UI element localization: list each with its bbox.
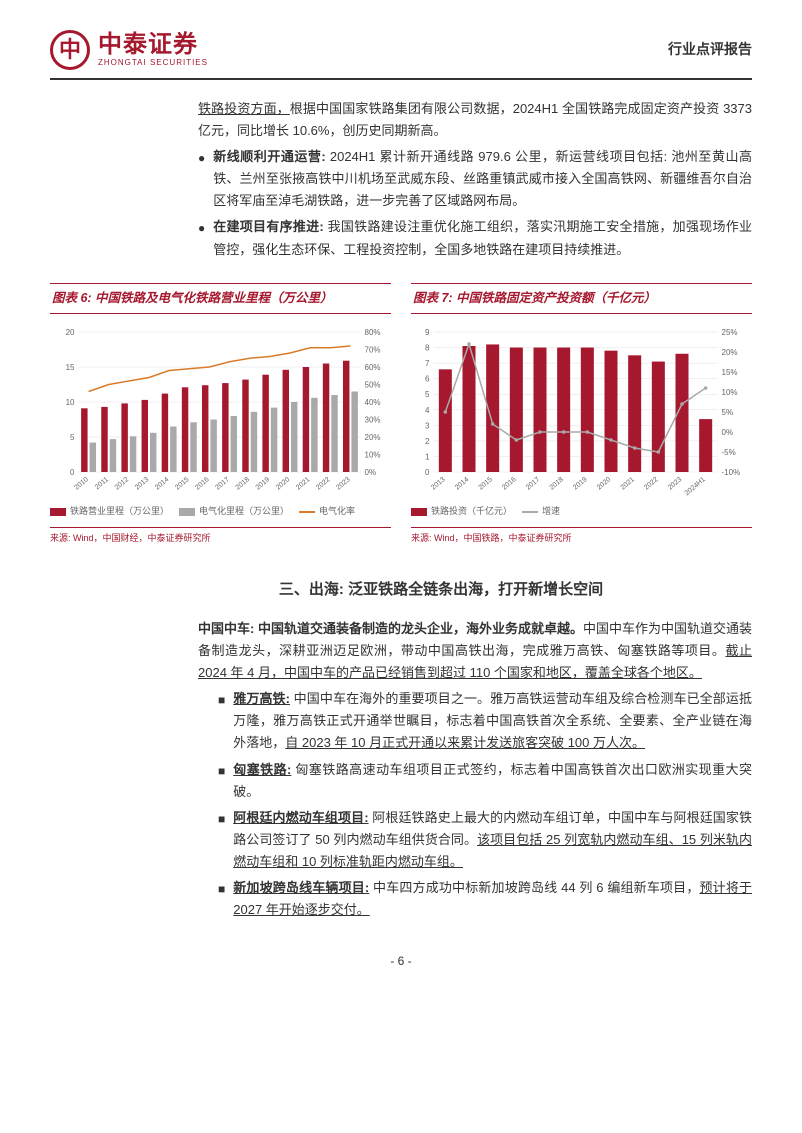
svg-text:2022: 2022 — [315, 476, 332, 491]
svg-text:2021: 2021 — [620, 476, 637, 491]
svg-text:2022: 2022 — [643, 476, 660, 491]
svg-text:2014: 2014 — [454, 476, 471, 491]
svg-text:5: 5 — [425, 390, 430, 399]
chart-7-svg: 0 1 2 3 4 5 6 7 8 9 -10% -5% 0% 5% 10% 15% 20% 25% 2013 201… — [411, 322, 752, 502]
svg-text:1: 1 — [425, 452, 430, 461]
svg-text:70%: 70% — [365, 345, 381, 354]
report-type: 行业点评报告 — [668, 38, 752, 62]
svg-text:20%: 20% — [722, 348, 738, 357]
svg-text:2021: 2021 — [295, 476, 312, 491]
svg-text:25%: 25% — [722, 328, 738, 337]
chart-7: 图表 7: 中国铁路固定资产投资额（千亿元） 0 1 2 3 4 5 6 7 8 9 -10% -5%… — [411, 283, 752, 547]
svg-text:2018: 2018 — [549, 476, 566, 491]
svg-text:2024H1: 2024H1 — [684, 476, 707, 497]
svg-text:30%: 30% — [365, 415, 381, 424]
chart-6-title: 图表 6: 中国铁路及电气化铁路营业里程（万公里） — [50, 283, 391, 314]
svg-text:2015: 2015 — [174, 476, 191, 491]
svg-text:10%: 10% — [365, 450, 381, 459]
svg-text:2019: 2019 — [255, 476, 272, 491]
svg-text:10: 10 — [66, 398, 75, 407]
svg-text:0: 0 — [425, 468, 430, 477]
svg-text:5%: 5% — [722, 408, 734, 417]
chart-7-source: 来源: Wind，中国铁路，中泰证券研究所 — [411, 527, 752, 546]
svg-text:80%: 80% — [365, 328, 381, 337]
svg-text:0%: 0% — [365, 468, 377, 477]
svg-text:3: 3 — [425, 421, 430, 430]
chart-6: 图表 6: 中国铁路及电气化铁路营业里程（万公里） 0 5 10 15 20 0% 10% 2… — [50, 283, 391, 547]
svg-text:15: 15 — [66, 363, 75, 372]
svg-text:20: 20 — [66, 328, 75, 337]
svg-text:50%: 50% — [365, 380, 381, 389]
svg-text:9: 9 — [425, 328, 430, 337]
svg-text:2017: 2017 — [525, 476, 542, 491]
svg-text:2012: 2012 — [114, 476, 131, 491]
svg-text:2019: 2019 — [572, 476, 589, 491]
svg-text:0%: 0% — [722, 428, 734, 437]
svg-text:2013: 2013 — [134, 476, 151, 491]
svg-text:7: 7 — [425, 359, 430, 368]
chart-6-svg: 0 5 10 15 20 0% 10% 20% 30% 40% 50% 60% 70% 80% 2010 20… — [50, 322, 391, 502]
svg-text:2018: 2018 — [235, 476, 252, 491]
svg-text:2010: 2010 — [73, 476, 90, 491]
svg-text:4: 4 — [425, 406, 430, 415]
svg-text:2: 2 — [425, 437, 430, 446]
svg-text:2011: 2011 — [94, 476, 110, 491]
svg-text:2020: 2020 — [275, 476, 292, 491]
logo: 中 中泰证券 ZHONGTAI SECURITIES — [50, 30, 208, 70]
svg-text:2016: 2016 — [501, 476, 518, 491]
logo-en: ZHONGTAI SECURITIES — [98, 59, 208, 68]
page-number: - 6 - — [50, 951, 752, 971]
svg-text:20%: 20% — [365, 433, 381, 442]
svg-text:5: 5 — [70, 433, 75, 442]
svg-text:2014: 2014 — [154, 476, 171, 491]
logo-cn: 中泰证券 — [98, 32, 208, 58]
intro-block: 铁路投资方面，根据中国国家铁路集团有限公司数据，2024H1 全国铁路完成固定资… — [198, 98, 752, 261]
svg-text:2023: 2023 — [667, 476, 684, 491]
svg-text:8: 8 — [425, 343, 430, 352]
svg-text:2017: 2017 — [214, 476, 231, 491]
svg-text:10%: 10% — [722, 388, 738, 397]
svg-text:-10%: -10% — [722, 468, 741, 477]
chart-6-legend: 铁路营业里程（万公里） 电气化里程（万公里） 电气化率 — [50, 504, 391, 519]
section-3-body: 中国中车: 中国轨道交通装备制造的龙头企业，海外业务成就卓越。中国中车作为中国轨… — [198, 618, 752, 921]
svg-text:2013: 2013 — [430, 476, 447, 491]
svg-text:40%: 40% — [365, 398, 381, 407]
logo-icon: 中 — [50, 30, 90, 70]
chart-7-legend: 铁路投资（千亿元） 增速 — [411, 504, 752, 519]
svg-text:-5%: -5% — [722, 448, 736, 457]
svg-text:2020: 2020 — [596, 476, 613, 491]
svg-text:6: 6 — [425, 375, 430, 384]
svg-text:60%: 60% — [365, 363, 381, 372]
chart-7-title: 图表 7: 中国铁路固定资产投资额（千亿元） — [411, 283, 752, 314]
svg-text:2023: 2023 — [335, 476, 352, 491]
chart-6-source: 来源: Wind，中国财经，中泰证券研究所 — [50, 527, 391, 546]
svg-text:2015: 2015 — [478, 476, 495, 491]
svg-text:15%: 15% — [722, 368, 738, 377]
svg-text:2016: 2016 — [194, 476, 211, 491]
page-header: 中 中泰证券 ZHONGTAI SECURITIES 行业点评报告 — [50, 30, 752, 80]
section-3-title: 三、出海: 泛亚铁路全链条出海，打开新增长空间 — [130, 577, 752, 603]
svg-text:0: 0 — [70, 468, 75, 477]
